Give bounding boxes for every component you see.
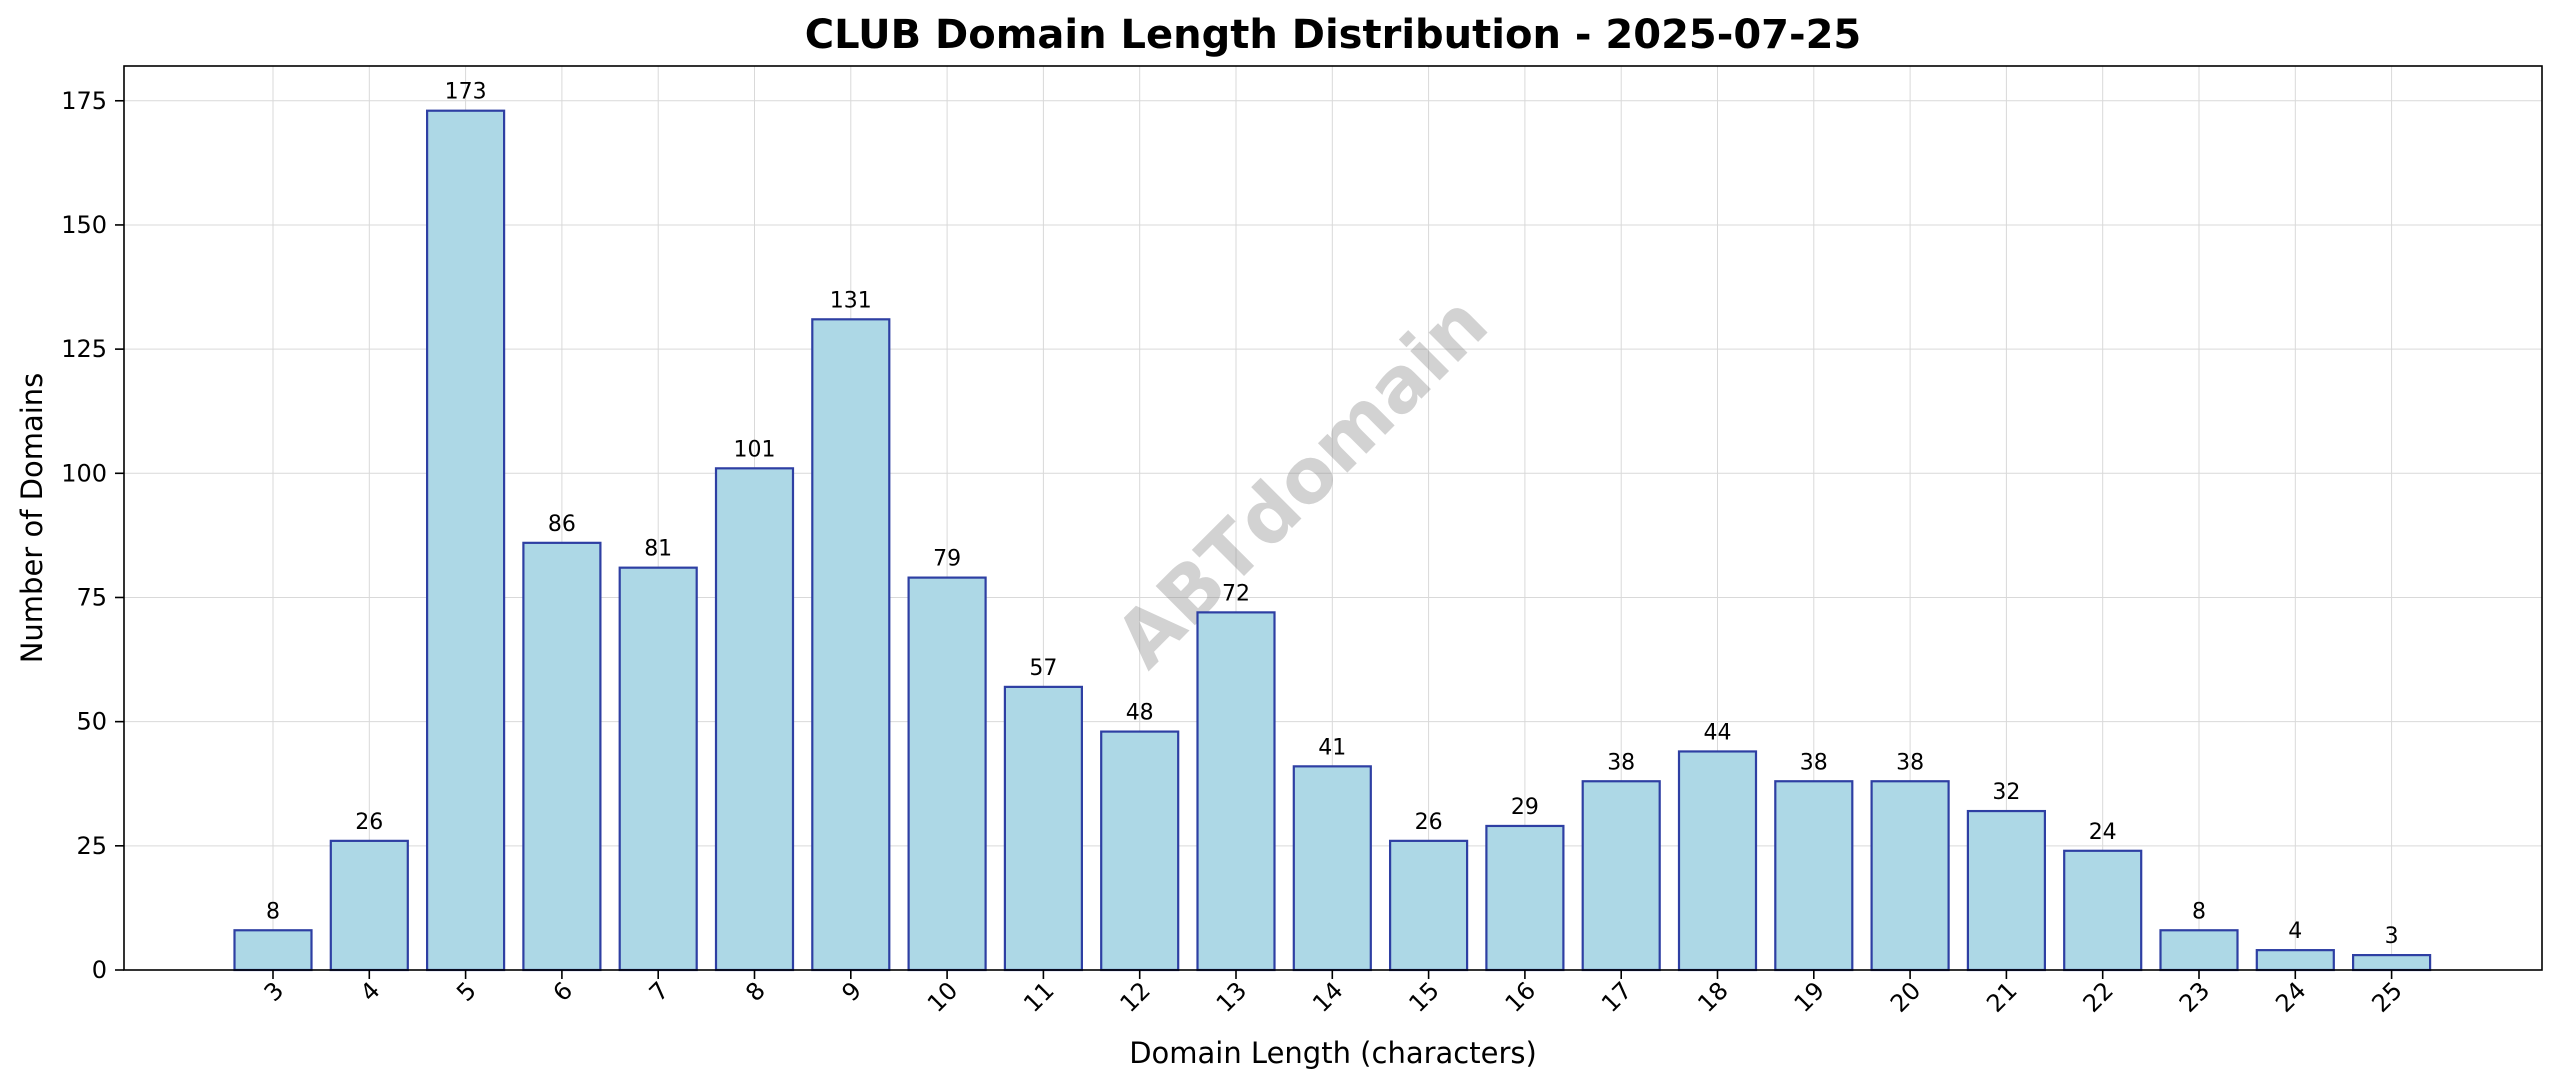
data-label-24: 4	[2288, 919, 2302, 944]
y-tick-label: 75	[76, 583, 107, 611]
data-label-13: 72	[1222, 581, 1250, 606]
data-label-8: 101	[734, 437, 776, 462]
x-tick-label-3: 3	[259, 976, 290, 1007]
x-tick-label-20: 20	[1885, 976, 1926, 1017]
bar-10	[907, 576, 987, 972]
data-label-19: 38	[1800, 750, 1828, 775]
x-tick-label-6: 6	[548, 976, 579, 1007]
y-tick-label: 125	[61, 335, 107, 363]
bar-22	[2063, 849, 2143, 972]
watermark: ABTdomain	[1098, 278, 1504, 684]
data-label-15: 26	[1415, 810, 1443, 835]
data-label-7: 81	[644, 537, 672, 562]
x-tick-label-23: 23	[2174, 976, 2215, 1017]
x-tick-label-15: 15	[1403, 976, 1444, 1017]
data-label-20: 38	[1896, 750, 1924, 775]
bar-11	[1003, 685, 1084, 972]
chart-title: CLUB Domain Length Distribution - 2025-0…	[805, 12, 1862, 58]
bar-14	[1292, 765, 1372, 972]
bar-24	[2255, 949, 2335, 972]
x-tick-label-14: 14	[1307, 976, 1348, 1017]
x-tick-label-8: 8	[740, 976, 771, 1007]
data-label-10: 79	[933, 547, 961, 572]
x-tick-label-5: 5	[451, 976, 482, 1007]
bar-21	[1966, 809, 2047, 972]
x-tick-label-18: 18	[1692, 976, 1733, 1017]
data-label-22: 24	[2089, 820, 2117, 845]
bars	[233, 109, 2432, 972]
y-tick-label: 0	[92, 956, 107, 984]
x-tick-label-12: 12	[1115, 976, 1156, 1017]
x-tick-label-9: 9	[836, 976, 867, 1007]
y-tick-label: 150	[61, 211, 107, 239]
x-tick-label-11: 11	[1018, 976, 1059, 1017]
bar-4	[329, 839, 409, 972]
y-tick-label: 175	[61, 87, 107, 115]
y-tick-label: 25	[76, 832, 107, 860]
data-label-23: 8	[2192, 899, 2206, 924]
data-label-21: 32	[1992, 780, 2020, 805]
x-tick-label-17: 17	[1596, 976, 1637, 1017]
x-tick-label-24: 24	[2270, 976, 2311, 1017]
x-tick-label-19: 19	[1789, 976, 1830, 1017]
x-axis-ticks: 3 4 5 6 7 8 9 10 11 12 13 14 15 16 17 18 19 20 21 22 23 24 25	[259, 970, 2408, 1018]
y-axis-label: Number of Domains	[15, 373, 49, 664]
x-tick-label-22: 22	[2078, 976, 2119, 1017]
bar-9	[811, 318, 891, 972]
bar-3	[233, 929, 313, 972]
bar-12	[1100, 730, 1180, 972]
bar-7	[618, 566, 698, 972]
bar-13	[1196, 611, 1276, 972]
bar-25	[2352, 953, 2432, 972]
bar-20	[1870, 780, 1950, 972]
bar-23	[2159, 929, 2239, 972]
data-label-4: 26	[355, 810, 383, 835]
x-tick-label-10: 10	[922, 976, 963, 1017]
data-label-9: 131	[830, 288, 872, 313]
x-tick-label-21: 21	[1981, 976, 2022, 1017]
bar-8	[714, 467, 795, 972]
y-axis-ticks: 0 25 50 75 100 125 150 175	[61, 87, 124, 984]
data-label-11: 57	[1029, 656, 1057, 681]
bar-19	[1774, 780, 1854, 972]
data-label-6: 86	[548, 512, 576, 537]
bar-6	[522, 541, 602, 972]
x-tick-label-13: 13	[1211, 976, 1252, 1017]
data-label-3: 8	[266, 899, 280, 924]
data-label-25: 3	[2385, 924, 2399, 949]
bar-15	[1388, 839, 1469, 972]
bar-17	[1581, 780, 1661, 972]
data-label-5: 173	[445, 80, 487, 105]
y-tick-label: 100	[61, 459, 107, 487]
x-tick-label-25: 25	[2366, 976, 2407, 1017]
bar-16	[1485, 824, 1565, 972]
bar-5	[426, 109, 506, 972]
data-label-12: 48	[1126, 701, 1154, 726]
x-tick-label-16: 16	[1500, 976, 1541, 1017]
data-label-17: 38	[1607, 750, 1635, 775]
x-tick-label-7: 7	[644, 976, 675, 1007]
data-label-16: 29	[1511, 795, 1539, 820]
x-tick-label-4: 4	[355, 976, 386, 1007]
data-label-18: 44	[1704, 720, 1732, 745]
x-axis-label: Domain Length (characters)	[1129, 1036, 1537, 1070]
data-label-14: 41	[1318, 735, 1346, 760]
y-tick-label: 50	[76, 708, 107, 736]
bar-18	[1677, 750, 1758, 972]
